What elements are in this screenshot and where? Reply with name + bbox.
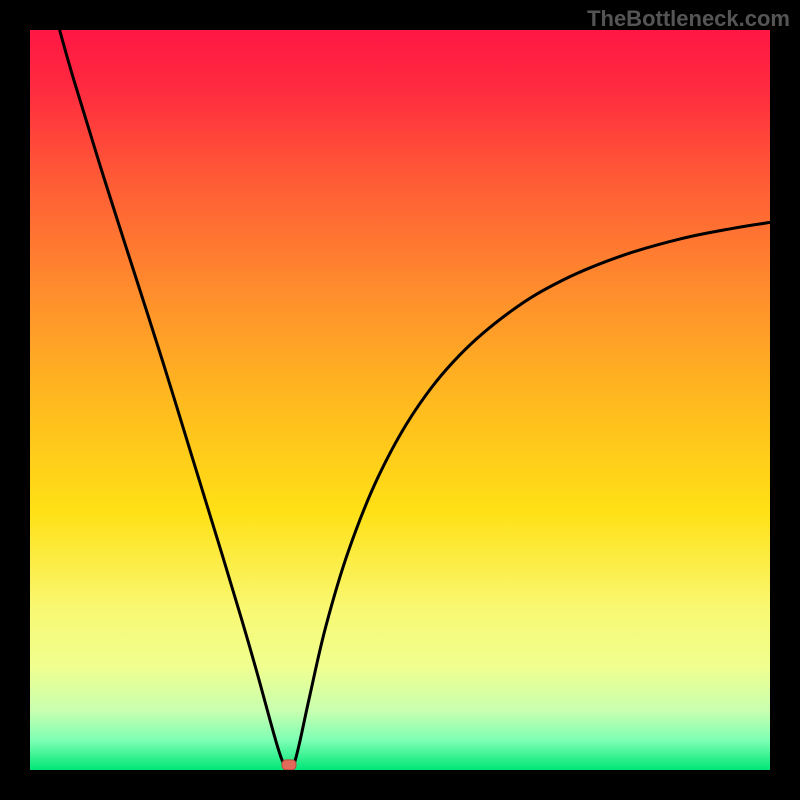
frame-border [0,770,800,800]
chart-overlay [0,0,800,800]
frame-border [770,0,800,800]
minimum-marker [282,760,296,770]
watermark-text: TheBottleneck.com [587,6,790,32]
chart-container: TheBottleneck.com [0,0,800,800]
bottleneck-curve [60,30,770,769]
frame-border [0,0,30,800]
